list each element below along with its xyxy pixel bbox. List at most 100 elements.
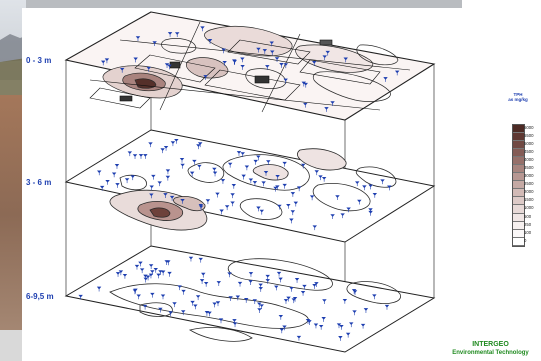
- sample-point-marker: [207, 311, 212, 317]
- legend-label: 3000: [524, 173, 534, 179]
- sample-point-marker: [294, 278, 300, 283]
- sample-point-marker: [273, 186, 278, 192]
- legend-swatch: [513, 173, 524, 182]
- sample-point-marker: [321, 176, 327, 182]
- sample-point-marker: [274, 57, 280, 63]
- sample-point-marker: [227, 162, 233, 168]
- sample-point-marker: [286, 296, 291, 302]
- sample-point-marker: [253, 159, 258, 165]
- sample-point-marker: [133, 57, 138, 63]
- sample-point-marker: [262, 49, 268, 54]
- sample-point-marker: [97, 170, 102, 176]
- legend-label: 6000: [524, 125, 534, 130]
- sample-point-marker: [201, 272, 206, 278]
- sample-point-marker: [240, 57, 245, 63]
- sample-point-marker: [321, 317, 326, 322]
- sample-point-marker: [339, 324, 344, 330]
- legend-label: 4000: [524, 157, 534, 163]
- sample-point-marker: [303, 102, 308, 108]
- sample-point-marker: [228, 296, 233, 302]
- sample-point-marker: [241, 174, 246, 180]
- sample-point-marker: [167, 271, 172, 277]
- sample-point-marker: [252, 299, 257, 305]
- legend-label: 250: [524, 221, 532, 227]
- sample-point-marker: [322, 55, 327, 61]
- sample-point-marker: [111, 172, 117, 178]
- sample-point-marker: [152, 41, 157, 47]
- legend-swatch: [513, 141, 524, 150]
- sample-point-marker: [167, 32, 173, 37]
- sample-point-marker: [164, 63, 170, 69]
- legend-label: 2500: [524, 181, 534, 187]
- sample-point-marker: [174, 32, 180, 38]
- legend-swatch: [513, 165, 524, 174]
- layer-top: [64, 11, 436, 121]
- sample-point-marker: [257, 302, 262, 308]
- sample-point-marker: [207, 39, 213, 44]
- sample-point-marker: [160, 148, 165, 154]
- sample-point-marker: [279, 63, 284, 68]
- sample-point-marker: [318, 324, 324, 330]
- sample-point-marker: [383, 77, 388, 82]
- sample-point-marker: [256, 47, 261, 53]
- sample-point-marker: [221, 48, 226, 54]
- sample-point-marker: [340, 213, 345, 219]
- sample-point-marker: [335, 195, 340, 201]
- sample-point-marker: [256, 155, 261, 161]
- sample-point-marker: [277, 204, 282, 210]
- sample-point-marker: [296, 186, 302, 192]
- sample-point-marker: [276, 271, 282, 277]
- sample-point-marker: [177, 285, 182, 291]
- sample-point-marker: [263, 170, 269, 176]
- sample-point-marker: [312, 284, 317, 289]
- legend-label: 100: [524, 229, 532, 235]
- sample-point-marker: [244, 165, 250, 171]
- sample-point-marker: [290, 210, 296, 216]
- sample-point-marker: [143, 274, 148, 280]
- sample-point-marker: [227, 272, 232, 278]
- layer-middle: [64, 129, 436, 243]
- sample-point-marker: [205, 199, 211, 205]
- sample-point-marker: [130, 175, 135, 181]
- sample-point-marker: [196, 144, 201, 150]
- sample-point-marker: [362, 185, 367, 191]
- sample-point-marker: [387, 185, 392, 191]
- sample-point-marker: [156, 273, 161, 279]
- company-subtitle: Environmental Technology: [452, 350, 529, 356]
- sample-point-marker: [180, 163, 185, 169]
- sample-point-marker: [119, 67, 125, 73]
- legend-swatch: [513, 197, 524, 206]
- sample-point-marker: [114, 164, 120, 169]
- sample-point-marker: [309, 195, 315, 201]
- sample-point-marker: [292, 297, 298, 302]
- sample-point-marker: [283, 63, 289, 69]
- sample-point-marker: [330, 214, 335, 220]
- sample-point-marker: [181, 310, 186, 316]
- sample-point-marker: [215, 192, 220, 198]
- sample-markers: [78, 26, 400, 341]
- sample-point-marker: [163, 193, 168, 198]
- sample-point-marker: [149, 185, 154, 191]
- legend-label: 3500: [524, 165, 534, 171]
- sample-point-marker: [195, 295, 201, 301]
- sample-point-marker: [204, 311, 210, 316]
- sample-point-marker: [300, 163, 306, 169]
- legend-title: TPH as mg/kg: [504, 92, 532, 102]
- sample-point-marker: [345, 332, 351, 338]
- legend-swatch: [513, 205, 524, 214]
- sample-point-marker: [282, 161, 287, 167]
- sample-point-marker: [301, 81, 307, 87]
- legend-swatch: [513, 221, 524, 230]
- sample-point-marker: [167, 64, 172, 70]
- sample-point-marker: [296, 335, 302, 341]
- sample-point-marker: [394, 70, 400, 76]
- sample-point-marker: [96, 286, 102, 292]
- sample-point-marker: [165, 169, 171, 175]
- legend-label: 4500: [524, 149, 534, 155]
- sample-point-marker: [342, 298, 348, 304]
- sample-point-marker: [368, 208, 373, 214]
- sample-point-marker: [256, 206, 261, 212]
- sample-point-marker: [275, 175, 280, 180]
- sample-point-marker: [193, 304, 198, 310]
